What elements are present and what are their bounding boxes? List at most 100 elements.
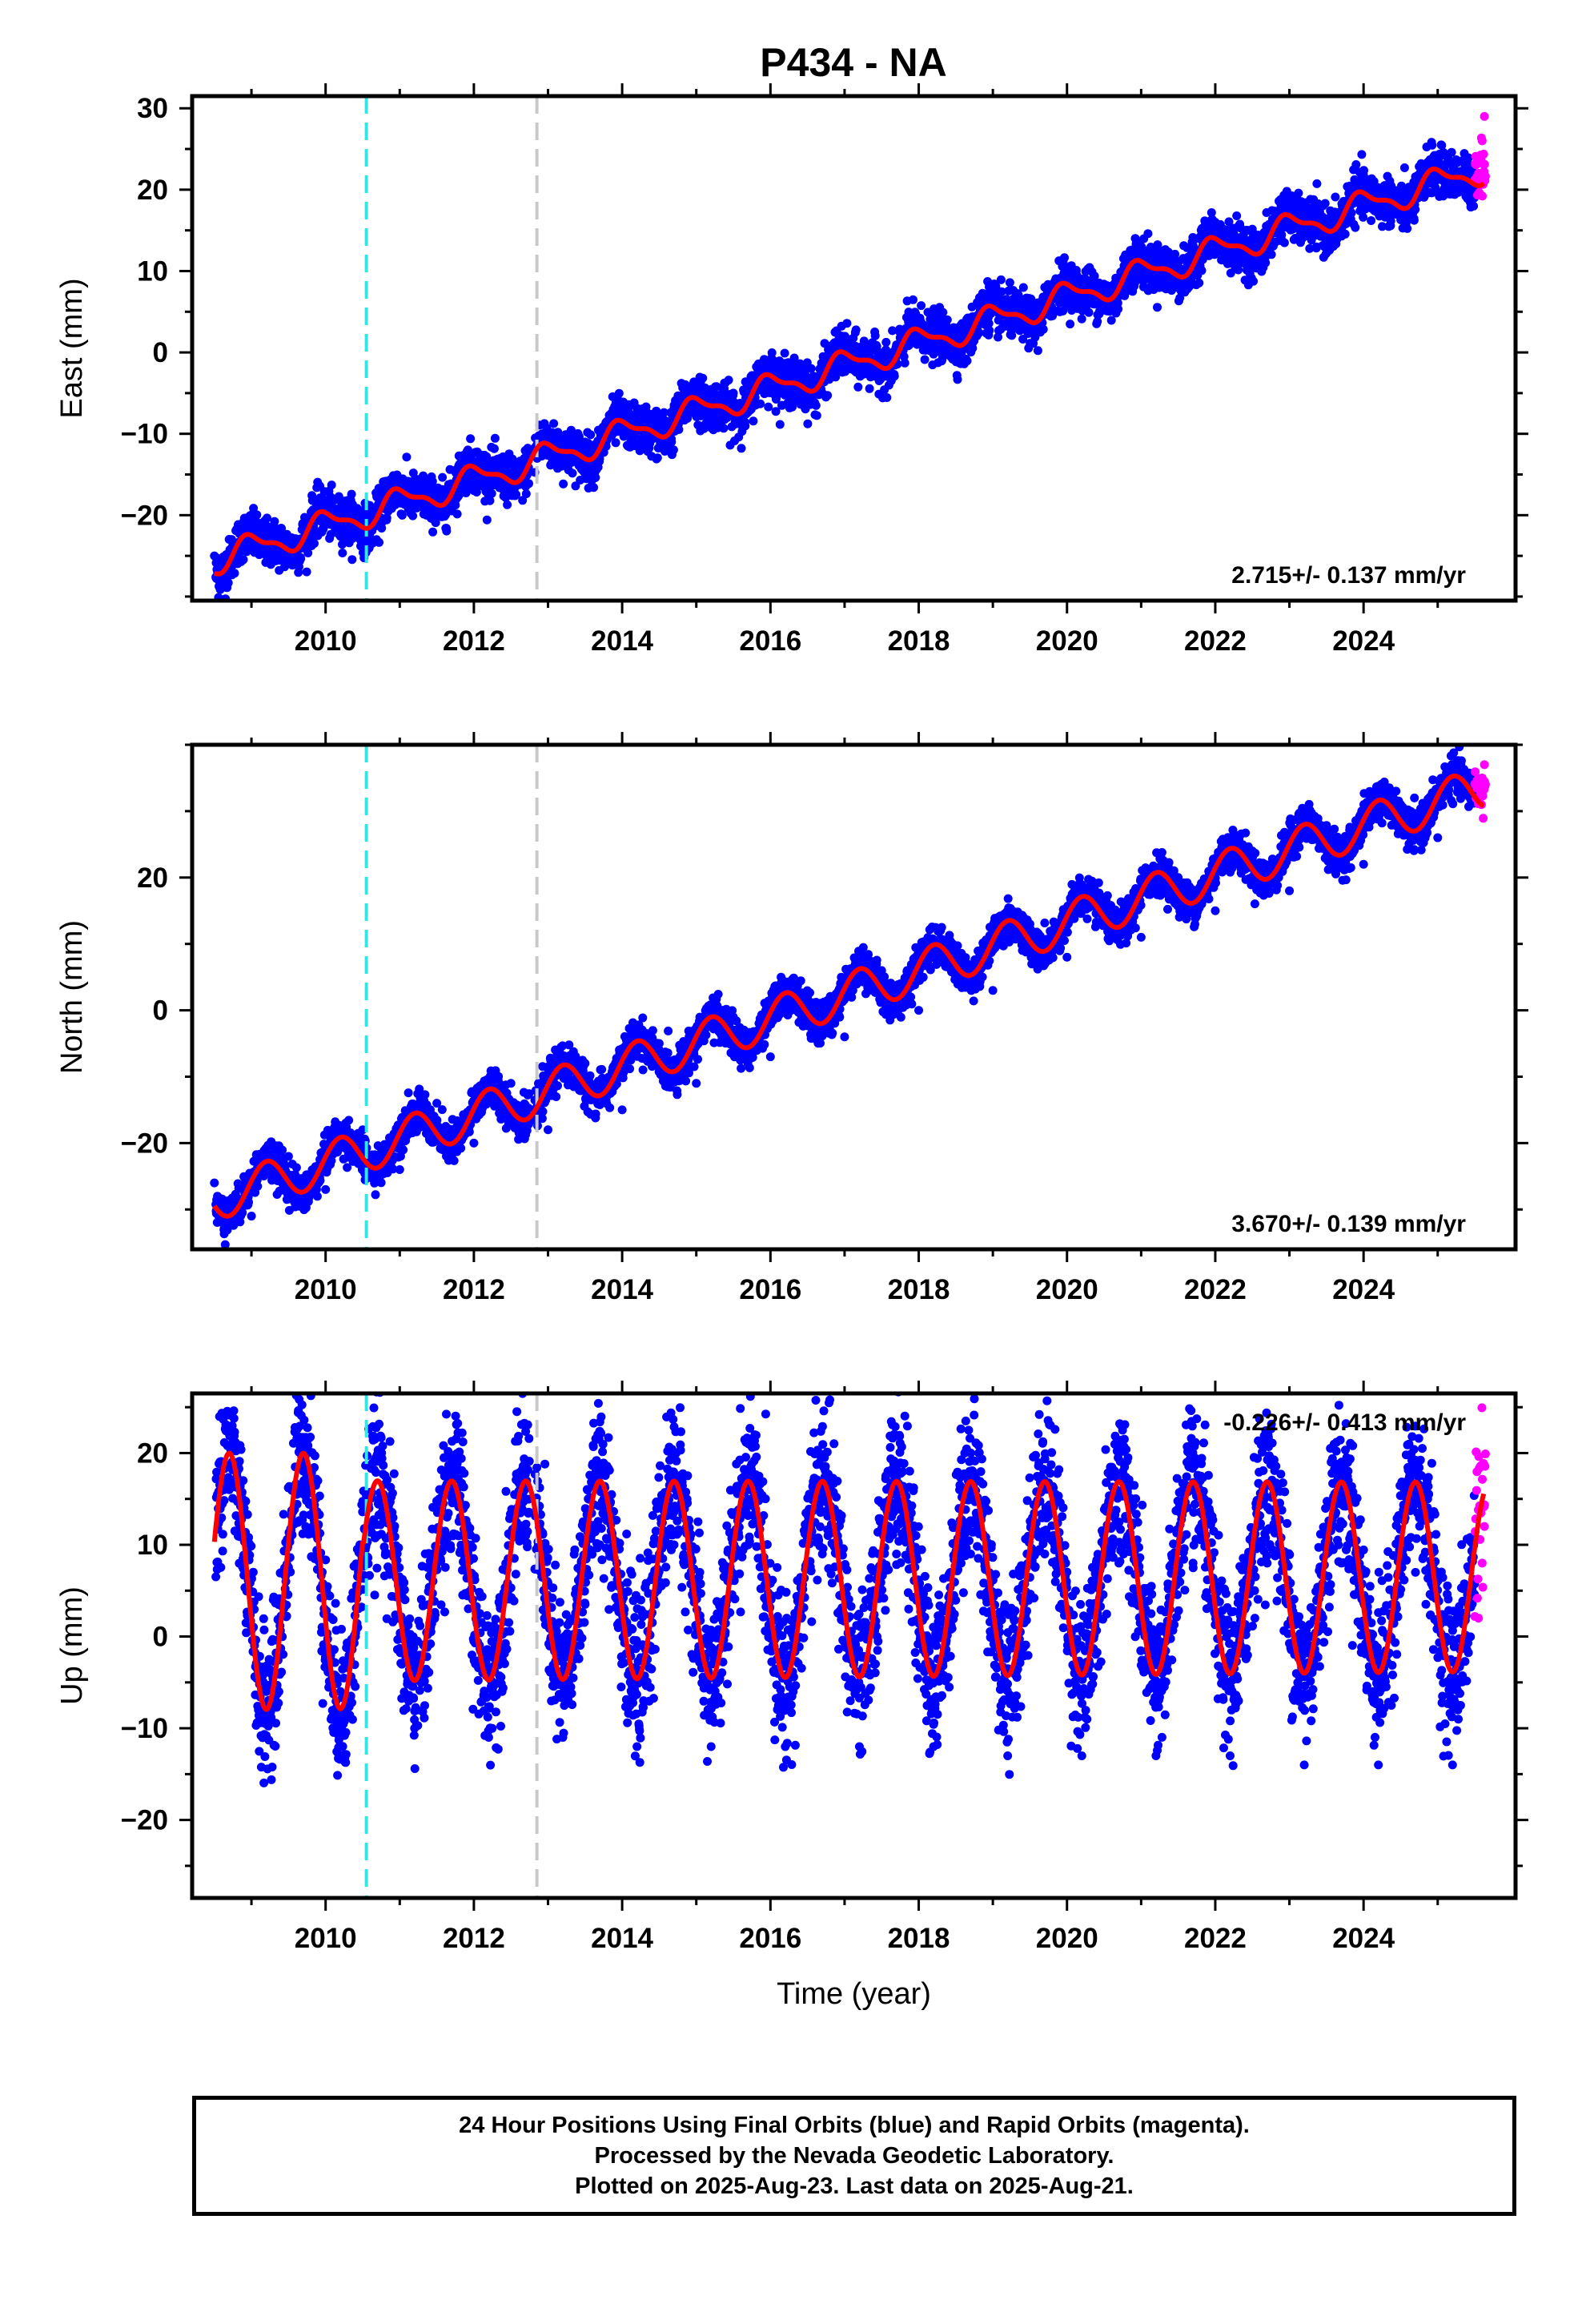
y-axis-label-east: East (mm) — [55, 278, 89, 418]
final-point — [614, 388, 624, 398]
final-point — [270, 517, 279, 526]
panels: 2010 2012 2014 2016 2018 2020 2022 2024−20−1001… — [55, 83, 1528, 2011]
final-point — [1143, 229, 1153, 239]
final-point — [1018, 283, 1028, 292]
final-point — [1403, 223, 1412, 233]
final-point — [1005, 278, 1014, 287]
final-point — [1025, 299, 1034, 308]
final-point — [402, 452, 412, 462]
x-tick-label: 2022 — [1184, 625, 1247, 657]
final-point — [549, 419, 559, 428]
final-point — [428, 527, 438, 537]
final-point — [652, 406, 661, 416]
final-point — [223, 578, 233, 588]
final-point — [889, 372, 899, 381]
rapid-point — [1478, 191, 1487, 201]
final-point — [1427, 140, 1437, 150]
x-tick-label: 2018 — [888, 625, 950, 657]
final-point — [729, 388, 738, 398]
final-point — [938, 308, 948, 317]
x-tick-label: 2010 — [295, 625, 357, 657]
final-point — [840, 340, 849, 349]
final-point — [338, 540, 347, 549]
final-point — [1294, 188, 1303, 198]
final-point — [239, 555, 248, 565]
final-point — [652, 453, 662, 463]
final-point — [900, 358, 909, 368]
final-point — [1322, 218, 1331, 227]
final-point — [1174, 258, 1183, 267]
final-point — [1399, 163, 1409, 172]
final-point — [669, 445, 678, 455]
final-point — [1066, 320, 1075, 329]
final-point — [1285, 201, 1295, 211]
final-point — [764, 402, 773, 412]
final-point — [780, 348, 789, 358]
final-point — [310, 539, 319, 549]
final-point — [1007, 331, 1017, 340]
final-point — [611, 438, 620, 448]
final-point — [442, 526, 452, 536]
rapid-point — [1480, 111, 1489, 121]
x-tick-label: 2014 — [591, 625, 653, 657]
plot-area-north — [210, 745, 1490, 1249]
final-point — [1114, 304, 1123, 314]
final-point — [1357, 150, 1367, 159]
final-point — [1261, 258, 1271, 267]
final-point — [1195, 278, 1204, 287]
final-point — [210, 551, 219, 561]
final-point — [466, 434, 476, 444]
final-point — [296, 554, 306, 564]
final-point — [1395, 193, 1405, 203]
final-point — [737, 444, 746, 453]
final-point — [1351, 160, 1361, 169]
y-tick-label: 30 — [137, 93, 168, 124]
final-point — [1099, 283, 1109, 292]
final-point — [1279, 238, 1289, 247]
final-point — [482, 515, 492, 525]
final-point — [882, 393, 892, 402]
final-point — [512, 490, 521, 500]
final-point — [914, 315, 924, 324]
final-point — [962, 356, 972, 366]
final-point — [942, 315, 952, 324]
final-point — [1331, 192, 1340, 202]
final-point — [230, 569, 239, 578]
final-point — [1060, 253, 1069, 263]
final-point — [842, 319, 852, 328]
final-point — [589, 483, 598, 493]
rapid-point — [1480, 159, 1489, 169]
final-point — [490, 433, 500, 443]
final-point — [1062, 266, 1072, 275]
final-point — [617, 404, 627, 414]
rapid-point — [1474, 169, 1484, 179]
final-point — [1249, 276, 1258, 286]
final-point — [698, 373, 708, 383]
final-point — [485, 496, 495, 505]
final-point — [909, 295, 917, 304]
final-point — [1469, 201, 1479, 211]
final-point — [568, 468, 577, 478]
x-tick-label: 2024 — [1332, 625, 1395, 657]
final-point — [1077, 314, 1086, 324]
final-point — [1312, 179, 1322, 188]
final-point — [1033, 346, 1042, 356]
y-tick-label: 10 — [137, 255, 168, 287]
final-point — [580, 437, 590, 447]
final-point — [263, 513, 271, 523]
panel-east: 2010 2012 2014 2016 2018 2020 2022 2024−20−1001… — [55, 83, 1528, 657]
final-point — [252, 510, 262, 520]
final-point — [247, 518, 256, 528]
final-point — [749, 416, 758, 426]
final-point — [920, 355, 930, 364]
x-tick-label: 2016 — [739, 625, 801, 657]
x-tick-label: 2012 — [443, 625, 505, 657]
final-point — [1464, 153, 1473, 163]
final-point — [397, 510, 407, 520]
final-point — [566, 425, 576, 435]
final-point — [377, 524, 387, 533]
final-point — [1277, 230, 1287, 239]
final-point — [438, 472, 448, 482]
final-point — [347, 489, 356, 499]
final-point — [302, 567, 311, 577]
